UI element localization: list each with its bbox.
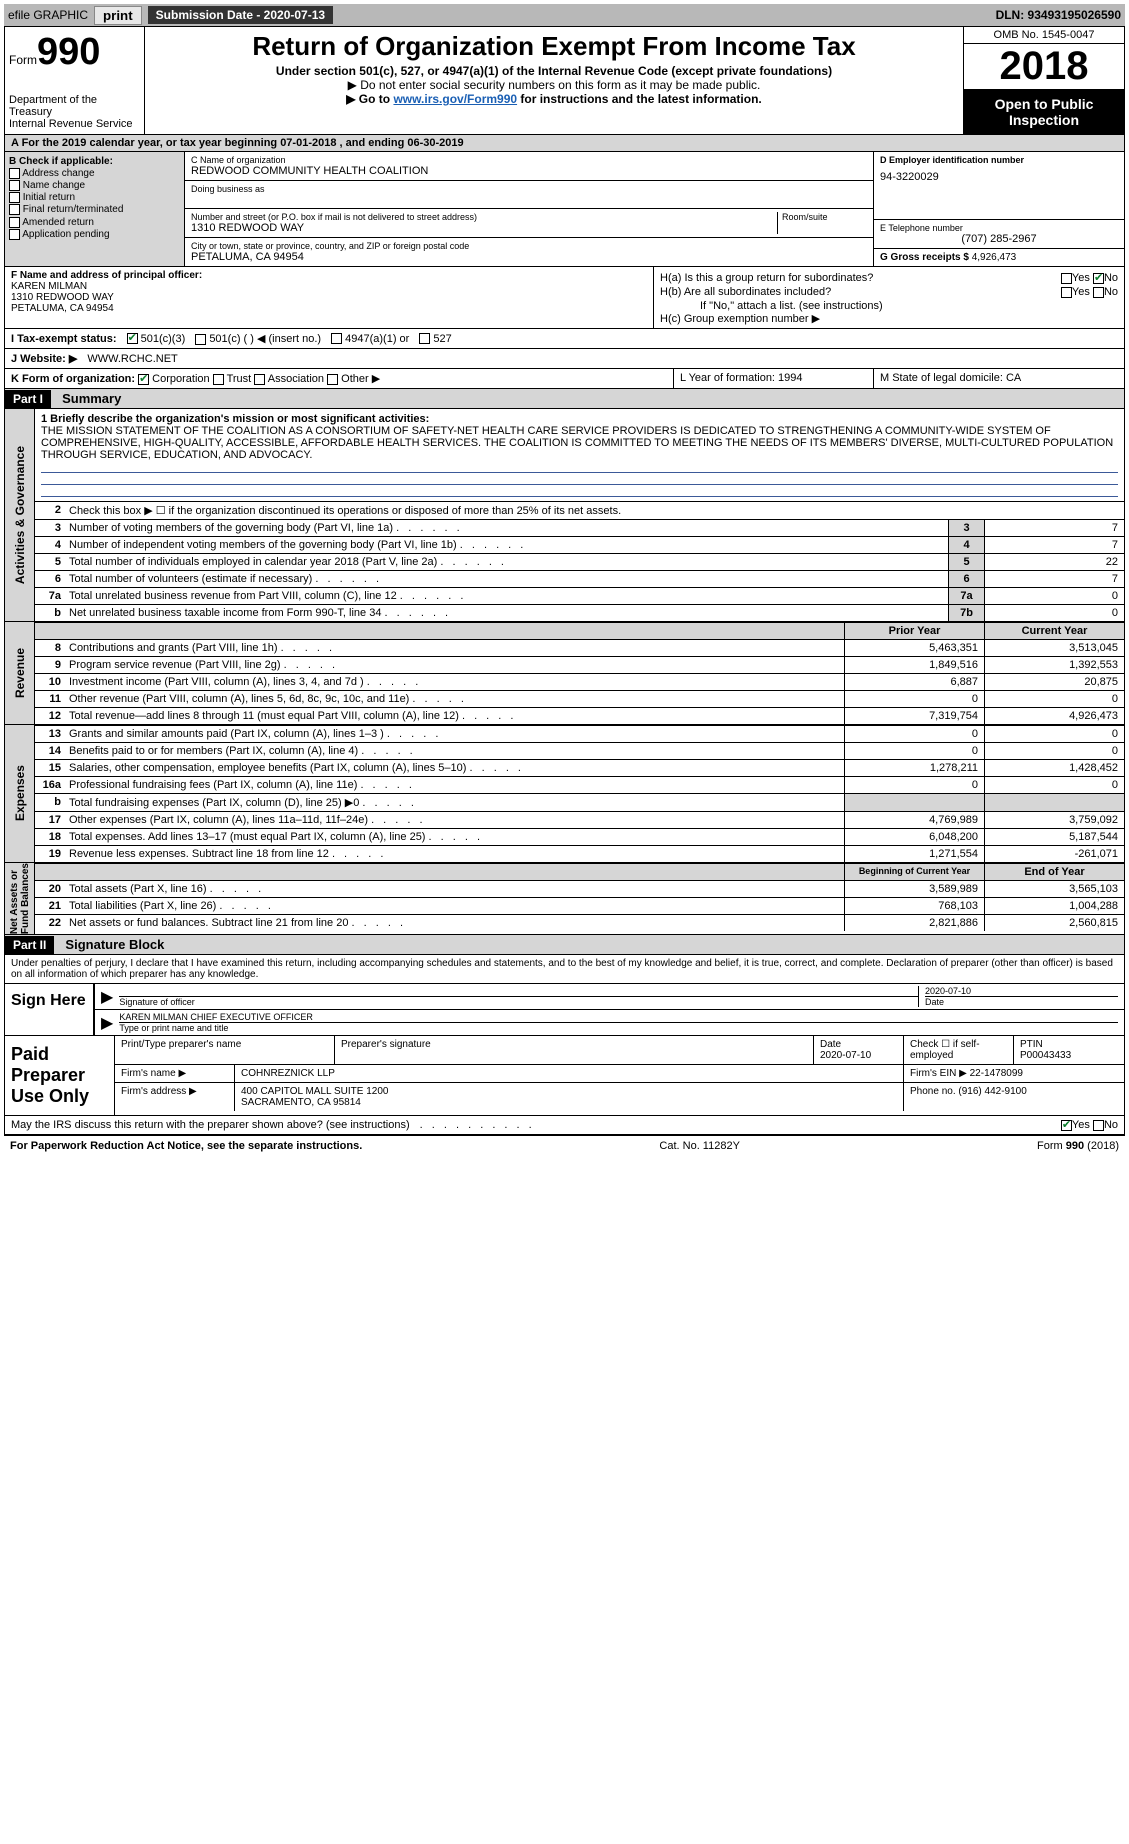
- signature-block: Under penalties of perjury, I declare th…: [4, 955, 1125, 1135]
- activities-governance: Activities & Governance 1 Briefly descri…: [4, 409, 1125, 622]
- row-j: J Website: ▶ WWW.RCHC.NET: [4, 349, 1125, 369]
- cb-final-return[interactable]: Final return/terminated: [9, 204, 180, 215]
- summary-row: 19Revenue less expenses. Subtract line 1…: [35, 845, 1124, 862]
- arrow-icon: ▶: [101, 1013, 113, 1033]
- block-d: D Employer identification number 94-3220…: [874, 152, 1124, 266]
- dln-label: DLN: 93493195026590: [996, 8, 1121, 22]
- tax-year: 2018: [964, 44, 1124, 90]
- block-c: C Name of organization REDWOOD COMMUNITY…: [185, 152, 874, 266]
- arrow-icon: ▶: [101, 987, 113, 1007]
- section-bcd: B Check if applicable: Address change Na…: [4, 152, 1125, 267]
- cb-501c3[interactable]: 501(c)(3): [127, 333, 186, 345]
- summary-row: 20Total assets (Part X, line 16) . . . .…: [35, 880, 1124, 897]
- row-fh: F Name and address of principal officer:…: [4, 267, 1125, 329]
- cb-address-change[interactable]: Address change: [9, 168, 180, 179]
- summary-row: 16aProfessional fundraising fees (Part I…: [35, 776, 1124, 793]
- summary-row: 14Benefits paid to or for members (Part …: [35, 742, 1124, 759]
- summary-row: 12Total revenue—add lines 8 through 11 (…: [35, 707, 1124, 724]
- cb-name-change[interactable]: Name change: [9, 180, 180, 191]
- summary-row: 11Other revenue (Part VIII, column (A), …: [35, 690, 1124, 707]
- block-b: B Check if applicable: Address change Na…: [5, 152, 185, 266]
- gross-receipts: 4,926,473: [972, 252, 1017, 263]
- org-name: REDWOOD COMMUNITY HEALTH COALITION: [191, 165, 867, 177]
- website: WWW.RCHC.NET: [87, 353, 177, 365]
- sig-date: 2020-07-10: [925, 986, 971, 996]
- cb-initial-return[interactable]: Initial return: [9, 192, 180, 203]
- submission-date: Submission Date - 2020-07-13: [148, 6, 333, 24]
- row-i: I Tax-exempt status: 501(c)(3) 501(c) ( …: [4, 329, 1125, 349]
- cb-amended-return[interactable]: Amended return: [9, 217, 180, 228]
- cb-501c[interactable]: 501(c) ( ) ◀ (insert no.): [195, 332, 321, 345]
- street-address: 1310 REDWOOD WAY: [191, 222, 777, 234]
- telephone: (707) 285-2967: [880, 233, 1118, 245]
- subtitle-2: ▶ Do not enter social security numbers o…: [151, 78, 957, 92]
- dept-treasury: Department of the Treasury Internal Reve…: [9, 94, 140, 130]
- summary-row: 5Total number of individuals employed in…: [35, 553, 1124, 570]
- form-title: Return of Organization Exempt From Incom…: [151, 31, 957, 62]
- omb-number: OMB No. 1545-0047: [964, 27, 1124, 44]
- officer-name-title: KAREN MILMAN CHIEF EXECUTIVE OFFICER: [119, 1012, 313, 1022]
- cb-discuss-no[interactable]: No: [1093, 1119, 1118, 1131]
- year-formation: L Year of formation: 1994: [674, 369, 874, 388]
- summary-row: 2Check this box ▶ ☐ if the organization …: [35, 501, 1124, 519]
- summary-row: 3Number of voting members of the governi…: [35, 519, 1124, 536]
- part2-header: Part II Signature Block: [4, 935, 1125, 955]
- subtitle-3: ▶ Go to www.irs.gov/Form990 for instruct…: [151, 92, 957, 106]
- cb-association[interactable]: Association: [254, 373, 324, 385]
- paid-preparer: Paid Preparer Use Only Print/Type prepar…: [5, 1035, 1124, 1115]
- summary-row: 10Investment income (Part VIII, column (…: [35, 673, 1124, 690]
- summary-row: bNet unrelated business taxable income f…: [35, 604, 1124, 621]
- subtitle-1: Under section 501(c), 527, or 4947(a)(1)…: [151, 64, 957, 78]
- ein-value: 94-3220029: [880, 171, 1118, 183]
- mission-text: THE MISSION STATEMENT OF THE COALITION A…: [41, 425, 1118, 461]
- cb-other[interactable]: Other ▶: [327, 373, 380, 385]
- print-button[interactable]: print: [94, 6, 142, 25]
- expenses-section: Expenses 13Grants and similar amounts pa…: [4, 725, 1125, 863]
- summary-row: 15Salaries, other compensation, employee…: [35, 759, 1124, 776]
- cb-trust[interactable]: Trust: [213, 373, 252, 385]
- summary-row: 7aTotal unrelated business revenue from …: [35, 587, 1124, 604]
- cb-discuss-yes[interactable]: Yes: [1061, 1119, 1090, 1131]
- form-number: Form990: [9, 31, 140, 74]
- summary-row: bTotal fundraising expenses (Part IX, co…: [35, 793, 1124, 811]
- cb-corporation[interactable]: Corporation: [138, 373, 210, 385]
- summary-row: 13Grants and similar amounts paid (Part …: [35, 725, 1124, 742]
- summary-row: 17Other expenses (Part IX, column (A), l…: [35, 811, 1124, 828]
- block-h: H(a) Is this a group return for subordin…: [654, 267, 1124, 328]
- summary-row: 4Number of independent voting members of…: [35, 536, 1124, 553]
- period-row: A For the 2019 calendar year, or tax yea…: [4, 135, 1125, 152]
- officer-name: KAREN MILMAN: [11, 281, 647, 292]
- city-state-zip: PETALUMA, CA 94954: [191, 251, 867, 263]
- top-toolbar: efile GRAPHIC print Submission Date - 20…: [4, 4, 1125, 26]
- block-f: F Name and address of principal officer:…: [5, 267, 654, 328]
- page-footer: For Paperwork Reduction Act Notice, see …: [4, 1135, 1125, 1156]
- state-domicile: M State of legal domicile: CA: [874, 369, 1124, 388]
- efile-label: efile GRAPHIC: [8, 8, 88, 22]
- part1-header: Part I Summary: [4, 389, 1125, 409]
- firm-name: COHNREZNICK LLP: [235, 1065, 904, 1082]
- cb-application-pending[interactable]: Application pending: [9, 229, 180, 240]
- irs-link[interactable]: www.irs.gov/Form990: [393, 92, 517, 106]
- summary-row: 6Total number of volunteers (estimate if…: [35, 570, 1124, 587]
- firm-phone: (916) 442-9100: [958, 1086, 1026, 1097]
- revenue-section: Revenue Prior YearCurrent Year 8Contribu…: [4, 622, 1125, 725]
- form-header: Form990 Department of the Treasury Inter…: [4, 26, 1125, 135]
- summary-row: 18Total expenses. Add lines 13–17 (must …: [35, 828, 1124, 845]
- net-assets-section: Net Assets or Fund Balances Beginning of…: [4, 863, 1125, 935]
- dba-input[interactable]: [191, 194, 867, 205]
- open-to-public: Open to Public Inspection: [964, 90, 1124, 134]
- firm-ein: 22-1478099: [970, 1068, 1023, 1079]
- cb-527[interactable]: 527: [419, 333, 451, 345]
- summary-row: 8Contributions and grants (Part VIII, li…: [35, 639, 1124, 656]
- summary-row: 9Program service revenue (Part VIII, lin…: [35, 656, 1124, 673]
- summary-row: 22Net assets or fund balances. Subtract …: [35, 914, 1124, 931]
- cb-4947[interactable]: 4947(a)(1) or: [331, 333, 409, 345]
- row-k: K Form of organization: Corporation Trus…: [4, 369, 1125, 389]
- summary-row: 21Total liabilities (Part X, line 26) . …: [35, 897, 1124, 914]
- ptin: P00043433: [1020, 1050, 1071, 1061]
